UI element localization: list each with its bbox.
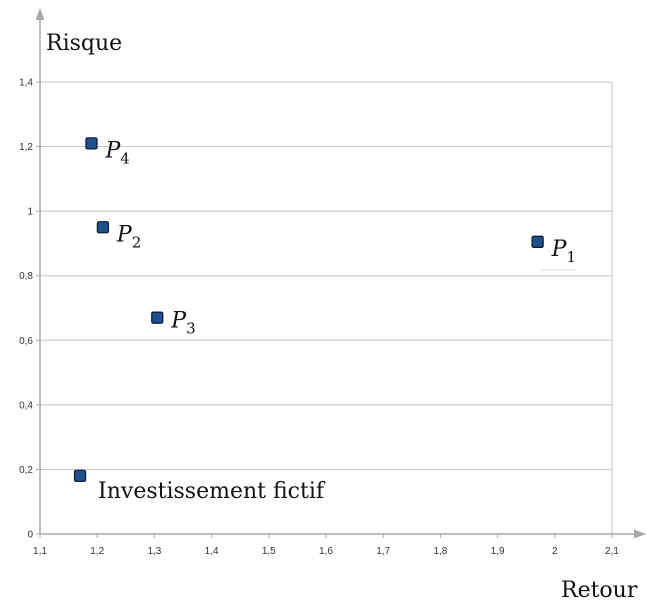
x-tick-label: 1,1 bbox=[33, 546, 47, 557]
y-axis-title: Risque bbox=[46, 31, 122, 56]
axes bbox=[35, 8, 646, 539]
data-point-label: P2 bbox=[116, 222, 141, 251]
x-tick-label: 1,2 bbox=[90, 546, 104, 557]
point-label-subscript: 1 bbox=[566, 248, 576, 266]
point-label-subscript: 4 bbox=[120, 149, 130, 167]
x-axis-title: Retour bbox=[561, 578, 638, 600]
x-tick-label: 2,1 bbox=[605, 546, 619, 557]
y-tick-label: 0,8 bbox=[19, 271, 33, 282]
data-point-label: P1 bbox=[551, 237, 576, 266]
data-point-label: Investissement fictif bbox=[98, 479, 326, 504]
x-tick-label: 1,7 bbox=[376, 546, 390, 557]
data-point-label: P3 bbox=[170, 309, 195, 338]
x-tick-label: 1,3 bbox=[147, 546, 161, 557]
point-label-letter: P bbox=[170, 309, 187, 334]
x-axis-arrow-icon bbox=[634, 529, 646, 539]
point-label-letter: P bbox=[551, 237, 568, 262]
y-tick-label: 1,4 bbox=[19, 78, 33, 89]
point-label-subscript: 3 bbox=[186, 320, 196, 338]
data-point-marker bbox=[96, 221, 110, 234]
x-tick-label: 1,4 bbox=[205, 546, 219, 557]
data-point-marker bbox=[151, 311, 164, 324]
point-label-letter: P bbox=[116, 222, 133, 247]
y-tick-label: 1 bbox=[27, 207, 33, 218]
y-tick-label: 1,2 bbox=[19, 142, 33, 153]
x-tick-label: 1,6 bbox=[319, 546, 333, 557]
x-tick-label: 2 bbox=[552, 546, 558, 557]
y-tick-label: 0,2 bbox=[19, 465, 33, 476]
grid-lines bbox=[40, 81, 613, 534]
x-tick-label: 1,8 bbox=[433, 546, 447, 557]
data-point-marker bbox=[73, 469, 87, 483]
y-tick-label: 0 bbox=[27, 530, 33, 541]
y-tick-label: 0,6 bbox=[19, 336, 33, 347]
data-point-marker bbox=[531, 235, 544, 248]
y-tick-label: 0,4 bbox=[19, 400, 33, 411]
x-tick-label: 1,5 bbox=[262, 546, 276, 557]
data-point-marker bbox=[85, 137, 98, 150]
x-tick-label: 1,9 bbox=[491, 546, 505, 557]
data-point-label: P4 bbox=[104, 138, 129, 167]
point-label-subscript: 2 bbox=[132, 233, 142, 251]
y-axis-arrow-icon bbox=[35, 8, 45, 20]
point-label-letter: P bbox=[104, 138, 121, 163]
tick-labels: 0 0,2 0,4 0,6 0,8 1 1,2 1,4 1,1 1,2 1,3 1,4 1,5 1,6 1,… bbox=[19, 78, 619, 558]
